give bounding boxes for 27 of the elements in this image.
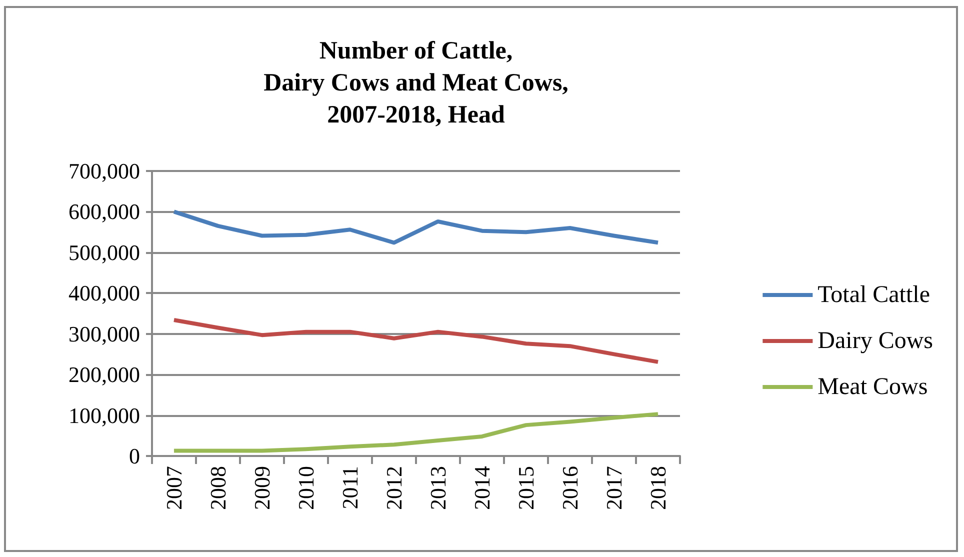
line-series	[172, 412, 660, 453]
x-tick-label: 2011	[338, 466, 362, 510]
x-tick-label: 2010	[294, 466, 318, 510]
y-tick-label: 600,000	[68, 199, 140, 224]
x-tick-label: 2008	[206, 466, 230, 510]
legend-label: Total Cattle	[818, 282, 930, 308]
line-series	[172, 318, 660, 364]
x-tick-label: 2009	[250, 466, 274, 510]
y-tick-label: 100,000	[68, 402, 140, 428]
y-tick-label: 400,000	[68, 280, 140, 306]
legend-label: Dairy Cows	[818, 328, 934, 354]
y-tick-label: 500,000	[68, 240, 140, 265]
x-tick-label: 2014	[470, 466, 494, 510]
x-tick-label: 2013	[426, 466, 450, 510]
y-tick-label: 300,000	[68, 321, 140, 346]
x-tick-label: 2018	[646, 466, 670, 510]
x-tick-label: 2015	[514, 466, 538, 510]
x-tick-label: 2012	[382, 466, 406, 510]
x-tick-label: 2016	[558, 466, 582, 510]
y-tick-label: 0	[129, 444, 140, 468]
y-tick-label: 200,000	[68, 362, 140, 388]
legend-label: Meat Cows	[818, 374, 928, 400]
chart-title: Number of Cattle, Dairy Cows and Meat Cows, 2007-2018, Head	[264, 38, 568, 128]
y-tick-label: 700,000	[68, 158, 140, 184]
line-series	[172, 210, 660, 245]
x-tick-label: 2007	[162, 466, 186, 510]
x-tick-label: 2017	[602, 466, 626, 510]
